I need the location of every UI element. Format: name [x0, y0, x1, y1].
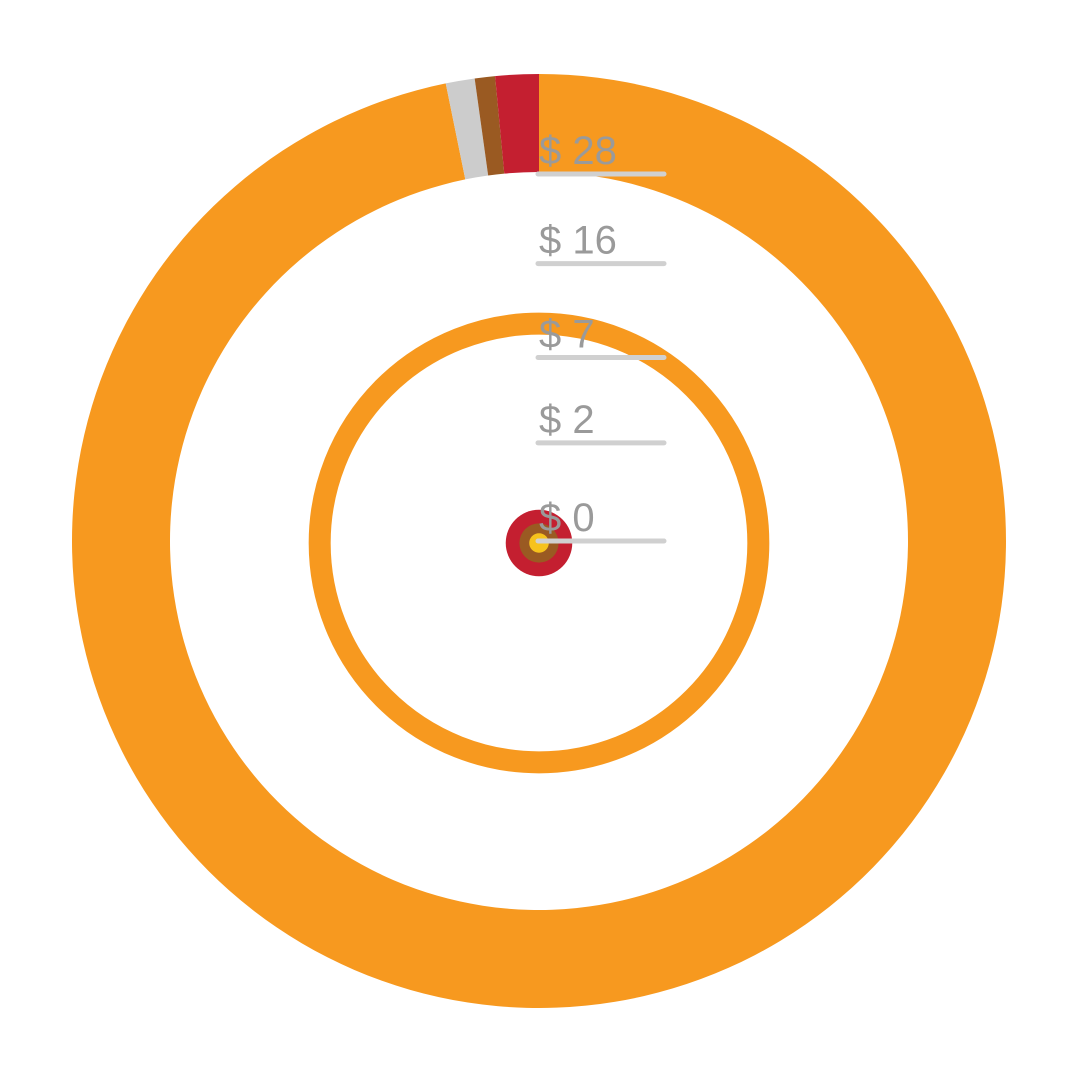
- scale-label: $ 28: [539, 129, 617, 173]
- scale-label: $ 7: [539, 313, 595, 357]
- scale-label: $ 16: [539, 219, 617, 263]
- donut-segment: [474, 76, 505, 176]
- scale-label: $ 2: [539, 398, 595, 442]
- donut-segment: [495, 74, 539, 174]
- donut-segment: [445, 78, 489, 180]
- ring: [308, 312, 770, 774]
- scale-label: $ 0: [539, 496, 595, 540]
